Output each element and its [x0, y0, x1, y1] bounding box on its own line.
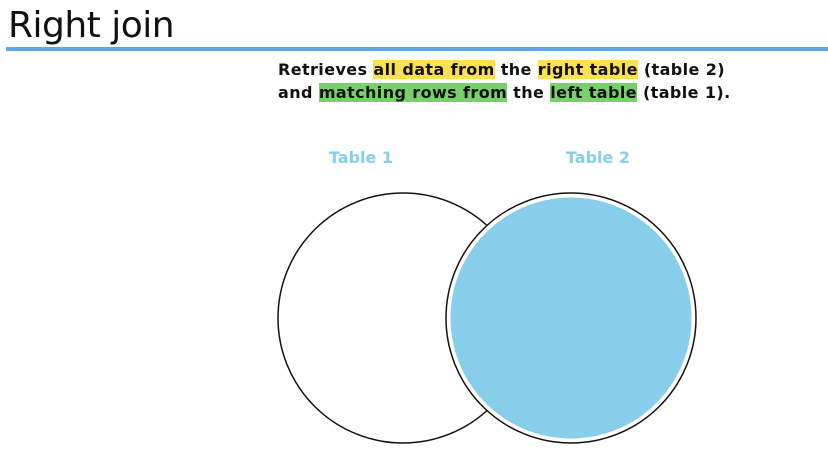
- table-2-label: Table 2: [565, 148, 631, 167]
- desc-text: (table 2): [637, 60, 725, 79]
- title-underline: [6, 47, 828, 51]
- desc-text: Retrieves: [278, 60, 374, 79]
- slide-title: Right join: [8, 5, 175, 46]
- description-line-1: Retrieves all data from the right table …: [278, 60, 725, 79]
- highlight-all-data-from: all data from: [373, 60, 495, 79]
- highlight-left-table: left table: [550, 83, 637, 102]
- desc-text: (table 1).: [636, 83, 731, 102]
- desc-text: the: [494, 60, 538, 79]
- highlight-matching-rows-from: matching rows from: [318, 83, 508, 102]
- table-2-fill: [447, 194, 695, 442]
- description-line-2: and matching rows from the left table (t…: [278, 83, 731, 102]
- description-text: Retrieves all data from the right table …: [278, 58, 731, 104]
- desc-text: and: [278, 83, 319, 102]
- highlight-right-table: right table: [537, 60, 638, 79]
- table-1-label: Table 1: [328, 148, 394, 167]
- desc-text: the: [507, 83, 551, 102]
